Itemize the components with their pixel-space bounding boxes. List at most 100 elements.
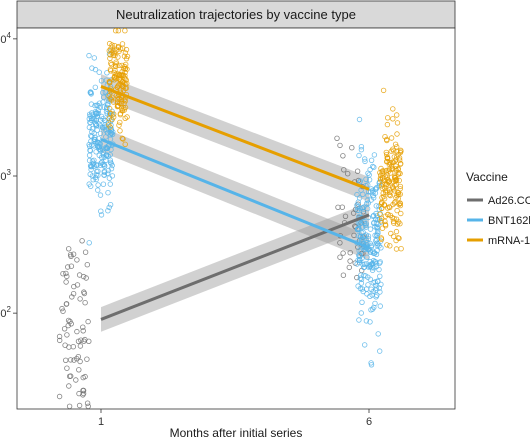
data-point <box>82 300 88 306</box>
data-point <box>74 257 80 263</box>
data-point <box>377 169 383 176</box>
data-point <box>80 387 86 394</box>
data-point <box>366 177 373 183</box>
data-point <box>102 89 109 95</box>
data-point <box>377 348 383 354</box>
data-point <box>68 263 75 269</box>
data-point <box>375 241 381 247</box>
data-point <box>359 236 365 243</box>
data-point <box>355 233 362 239</box>
data-point <box>77 343 84 349</box>
data-point <box>92 108 99 115</box>
data-point <box>385 177 391 183</box>
data-point <box>96 100 103 106</box>
data-point <box>98 208 104 214</box>
data-point <box>56 393 63 400</box>
data-point <box>108 130 114 136</box>
scatter-points <box>56 28 404 409</box>
data-point <box>87 148 94 154</box>
data-point <box>109 116 115 123</box>
data-point <box>87 183 94 189</box>
data-point <box>97 144 103 150</box>
data-point <box>110 99 117 105</box>
data-point <box>95 110 102 116</box>
data-point <box>390 106 396 112</box>
legend: Vaccine Ad26.CO BNT162b mRNA-12 <box>466 170 530 247</box>
data-point <box>88 110 95 116</box>
data-point <box>372 186 378 192</box>
data-point <box>373 203 379 209</box>
data-point <box>379 181 386 187</box>
data-point <box>371 164 377 170</box>
data-point <box>82 336 88 343</box>
data-point <box>105 207 111 214</box>
data-point <box>369 267 376 273</box>
data-point <box>387 189 393 195</box>
data-point <box>397 202 404 209</box>
data-point <box>367 226 374 232</box>
data-point <box>383 149 389 156</box>
data-point <box>98 78 105 84</box>
data-point <box>103 106 110 112</box>
data-point <box>113 59 119 65</box>
data-point <box>108 165 115 172</box>
data-point <box>364 200 370 207</box>
data-point <box>377 303 383 309</box>
legend-title: Vaccine <box>466 170 508 184</box>
data-point <box>109 44 115 50</box>
data-point <box>107 152 113 158</box>
data-point <box>80 374 86 381</box>
data-point <box>66 373 73 379</box>
data-point <box>101 104 107 110</box>
data-point <box>101 172 107 178</box>
data-point <box>101 163 108 169</box>
data-point <box>358 272 364 278</box>
data-point <box>371 304 377 311</box>
data-point <box>104 111 110 117</box>
data-point <box>340 250 346 256</box>
data-point <box>84 356 90 362</box>
data-point <box>372 279 378 285</box>
data-point <box>387 192 394 199</box>
data-point <box>95 135 102 142</box>
data-point <box>394 192 400 199</box>
data-point <box>115 28 122 34</box>
data-point <box>372 224 378 230</box>
data-point <box>360 224 366 230</box>
data-point <box>379 194 385 201</box>
data-point <box>384 242 390 248</box>
data-point <box>393 176 400 182</box>
data-point <box>354 191 360 198</box>
data-point <box>371 195 377 201</box>
data-point <box>120 136 126 142</box>
data-point <box>384 205 391 211</box>
data-point <box>107 181 113 187</box>
data-point <box>114 84 121 91</box>
data-point <box>95 182 101 188</box>
data-point <box>80 328 86 334</box>
data-point <box>63 270 69 277</box>
data-point <box>387 204 393 211</box>
data-point <box>354 226 361 232</box>
data-point <box>378 236 385 242</box>
data-point <box>65 246 72 252</box>
data-point <box>109 94 115 100</box>
data-point <box>360 288 366 295</box>
data-point <box>60 308 66 314</box>
data-point <box>119 82 126 89</box>
data-point <box>76 272 83 278</box>
data-point <box>63 279 69 285</box>
data-point <box>391 200 398 206</box>
data-point <box>116 62 122 69</box>
data-point <box>347 249 353 256</box>
data-point <box>100 181 107 187</box>
data-point <box>60 271 66 277</box>
data-point <box>368 360 374 366</box>
data-point <box>357 205 363 211</box>
data-point <box>124 114 130 120</box>
data-point <box>66 403 73 409</box>
data-point <box>398 160 404 167</box>
data-point <box>77 358 83 365</box>
data-point <box>103 126 109 132</box>
data-point <box>378 245 384 251</box>
